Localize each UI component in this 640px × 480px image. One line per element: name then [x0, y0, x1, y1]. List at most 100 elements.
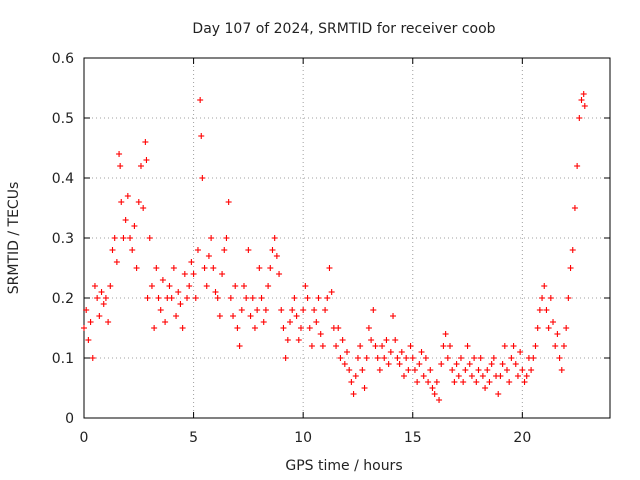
data-point	[313, 319, 320, 325]
data-point	[418, 349, 425, 355]
data-point	[308, 343, 315, 349]
data-point	[444, 355, 451, 361]
data-point	[135, 199, 142, 205]
data-point	[392, 337, 399, 343]
data-point	[532, 343, 539, 349]
data-point	[576, 115, 583, 121]
data-point	[427, 367, 434, 373]
data-point	[477, 355, 484, 361]
data-point	[497, 373, 504, 379]
data-point	[118, 199, 125, 205]
data-point	[534, 325, 541, 331]
data-point	[554, 331, 561, 337]
data-point	[208, 235, 215, 241]
data-point	[293, 313, 300, 319]
data-point	[159, 277, 166, 283]
data-point	[372, 343, 379, 349]
data-point	[541, 283, 548, 289]
data-point	[265, 283, 272, 289]
data-point	[232, 283, 239, 289]
data-point	[335, 325, 342, 331]
x-tick-label: 10	[294, 430, 312, 446]
data-point	[188, 259, 195, 265]
data-point	[151, 325, 158, 331]
data-point	[216, 313, 223, 319]
data-point	[475, 367, 482, 373]
data-point	[269, 247, 276, 253]
data-point	[240, 283, 247, 289]
data-point	[214, 295, 221, 301]
data-point	[251, 325, 258, 331]
data-point	[363, 355, 370, 361]
data-point	[442, 331, 449, 337]
data-point	[236, 343, 243, 349]
data-point	[311, 307, 318, 313]
data-point	[315, 295, 322, 301]
data-point	[506, 379, 513, 385]
data-point	[245, 247, 252, 253]
data-point	[484, 367, 491, 373]
data-point	[503, 367, 510, 373]
y-axis-ticks: 0 0.1 0.2 0.3 0.4 0.5 0.6	[52, 51, 610, 427]
data-point	[447, 343, 454, 349]
data-point	[144, 295, 151, 301]
data-point	[142, 139, 149, 145]
data-point	[300, 307, 307, 313]
data-point	[438, 361, 445, 367]
data-point	[574, 163, 581, 169]
data-point	[260, 319, 267, 325]
data-point	[398, 349, 405, 355]
data-point	[501, 343, 508, 349]
data-point	[284, 337, 291, 343]
data-point	[348, 379, 355, 385]
data-point	[247, 313, 254, 319]
data-point	[420, 373, 427, 379]
data-point	[324, 295, 331, 301]
data-point	[143, 157, 150, 163]
data-point	[581, 103, 588, 109]
data-point	[155, 295, 162, 301]
data-point	[462, 367, 469, 373]
data-point	[580, 91, 587, 97]
data-point	[550, 319, 557, 325]
data-point	[140, 205, 147, 211]
grid-lines	[84, 58, 610, 418]
data-point	[289, 307, 296, 313]
data-point	[297, 325, 304, 331]
data-point	[510, 343, 517, 349]
x-tick-label: 15	[404, 430, 422, 446]
data-point	[385, 361, 392, 367]
data-point	[567, 265, 574, 271]
data-points	[81, 91, 588, 403]
data-point	[223, 235, 230, 241]
data-point	[317, 331, 324, 337]
data-point	[124, 193, 131, 199]
data-point	[337, 355, 344, 361]
data-point	[344, 349, 350, 355]
chart-title: Day 107 of 2024, SRMTID for receiver coo…	[192, 21, 495, 37]
y-tick-label: 0.4	[52, 171, 74, 187]
data-point	[383, 337, 390, 343]
data-point	[120, 235, 127, 241]
data-point	[536, 307, 543, 313]
data-point	[528, 367, 535, 373]
data-point	[405, 367, 412, 373]
y-tick-label: 0.3	[52, 231, 74, 247]
data-point	[374, 355, 381, 361]
data-point	[464, 343, 471, 349]
data-point	[105, 319, 112, 325]
data-point	[280, 325, 287, 331]
data-point	[83, 307, 90, 313]
data-point	[256, 265, 263, 271]
y-tick-label: 0.6	[52, 51, 74, 67]
data-point	[429, 385, 436, 391]
data-point	[276, 271, 283, 277]
data-point	[181, 271, 188, 277]
data-point	[357, 343, 364, 349]
data-point	[210, 265, 217, 271]
data-point	[422, 355, 429, 361]
data-point	[425, 379, 432, 385]
data-point	[304, 295, 311, 301]
data-point	[376, 367, 383, 373]
